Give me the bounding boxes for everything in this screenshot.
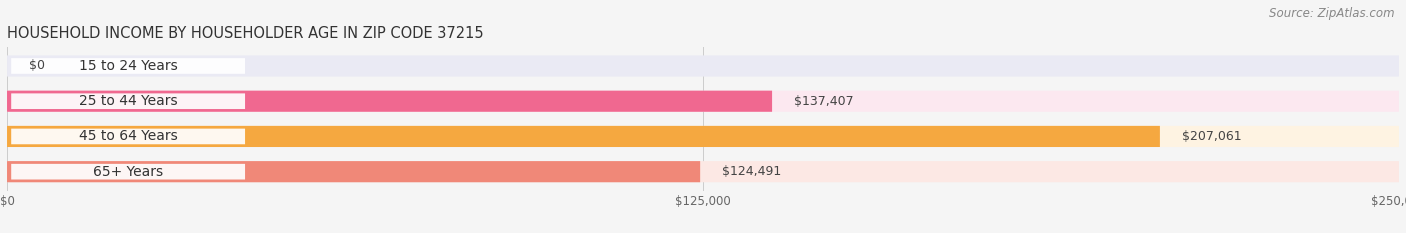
Text: 45 to 64 Years: 45 to 64 Years [79, 130, 177, 144]
Text: $124,491: $124,491 [723, 165, 782, 178]
Text: $207,061: $207,061 [1182, 130, 1241, 143]
Text: $137,407: $137,407 [794, 95, 853, 108]
FancyBboxPatch shape [7, 55, 1399, 77]
FancyBboxPatch shape [11, 129, 245, 144]
FancyBboxPatch shape [7, 91, 772, 112]
FancyBboxPatch shape [7, 161, 700, 182]
Text: HOUSEHOLD INCOME BY HOUSEHOLDER AGE IN ZIP CODE 37215: HOUSEHOLD INCOME BY HOUSEHOLDER AGE IN Z… [7, 26, 484, 41]
Text: 15 to 24 Years: 15 to 24 Years [79, 59, 177, 73]
FancyBboxPatch shape [7, 91, 1399, 112]
FancyBboxPatch shape [7, 126, 1160, 147]
FancyBboxPatch shape [11, 164, 245, 179]
FancyBboxPatch shape [7, 161, 1399, 182]
Text: Source: ZipAtlas.com: Source: ZipAtlas.com [1270, 7, 1395, 20]
FancyBboxPatch shape [7, 126, 1399, 147]
FancyBboxPatch shape [11, 93, 245, 109]
Text: 65+ Years: 65+ Years [93, 165, 163, 179]
Text: $0: $0 [30, 59, 45, 72]
FancyBboxPatch shape [11, 58, 245, 74]
Text: 25 to 44 Years: 25 to 44 Years [79, 94, 177, 108]
